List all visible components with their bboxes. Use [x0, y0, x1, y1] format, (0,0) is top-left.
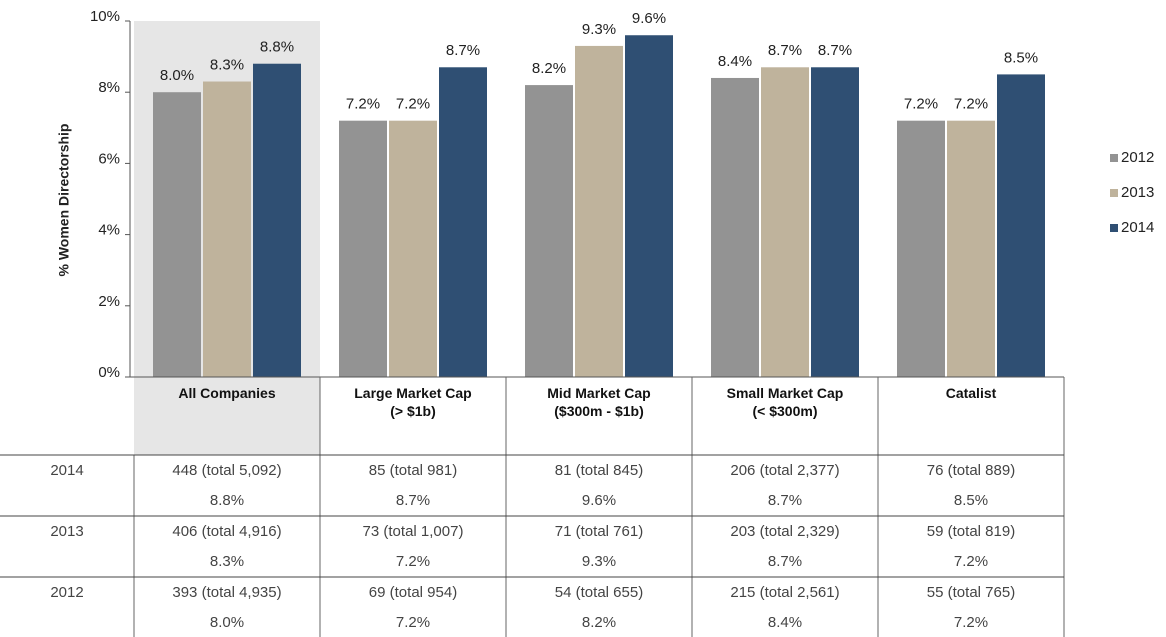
- table-cell: 8.7%: [768, 553, 802, 570]
- row-year: 2013: [50, 523, 83, 540]
- bar: [711, 77, 759, 378]
- table-cell: 7.2%: [396, 553, 430, 570]
- table-cell: 215 (total 2,561): [730, 584, 839, 601]
- y-tick-label: 4%: [98, 222, 120, 239]
- legend-label: 2013: [1121, 184, 1154, 201]
- row-year: 2014: [50, 462, 83, 479]
- bar: [811, 67, 859, 377]
- row-year: 2012: [50, 584, 83, 601]
- table-cell: 8.2%: [582, 614, 616, 631]
- table-cell: 203 (total 2,329): [730, 523, 839, 540]
- value-label: 8.4%: [718, 53, 752, 70]
- value-label: 8.5%: [1004, 49, 1038, 66]
- table-cell: 54 (total 655): [555, 584, 643, 601]
- table-cell: 71 (total 761): [555, 523, 643, 540]
- value-label: 8.2%: [532, 60, 566, 77]
- value-label: 8.7%: [446, 42, 480, 59]
- value-label: 9.3%: [582, 21, 616, 38]
- y-axis-title: % Women Directorship: [56, 124, 72, 277]
- y-tick-label: 0%: [98, 364, 120, 381]
- value-label: 8.7%: [818, 42, 852, 59]
- table-cell: 448 (total 5,092): [172, 462, 281, 479]
- value-label: 8.0%: [160, 67, 194, 84]
- table-cell: 406 (total 4,916): [172, 523, 281, 540]
- y-tick-label: 8%: [98, 79, 120, 96]
- table-cell: 8.7%: [768, 492, 802, 509]
- table-cell: 8.0%: [210, 614, 244, 631]
- x-tick-label: Mid Market Cap ($300m - $1b): [547, 385, 651, 419]
- table-cell: 8.8%: [210, 492, 244, 509]
- table-cell: 393 (total 4,935): [172, 584, 281, 601]
- bar: [153, 92, 201, 377]
- bar: [625, 35, 673, 378]
- x-tick-label: All Companies: [178, 385, 276, 401]
- value-label: 7.2%: [904, 96, 938, 113]
- x-tick-label: Catalist: [945, 385, 997, 401]
- value-label: 8.8%: [260, 39, 294, 56]
- value-label: 8.3%: [210, 56, 244, 73]
- table-cell: 8.5%: [954, 492, 988, 509]
- value-label: 7.2%: [346, 96, 380, 113]
- bar: [253, 63, 301, 377]
- table-cell: 9.3%: [582, 553, 616, 570]
- bar: [389, 120, 437, 378]
- table-cell: 206 (total 2,377): [730, 462, 839, 479]
- legend-swatch: [1110, 154, 1118, 162]
- table-cell: 81 (total 845): [555, 462, 643, 479]
- y-tick-label: 2%: [98, 293, 120, 310]
- table-cell: 8.4%: [768, 614, 802, 631]
- table-cell: 9.6%: [582, 492, 616, 509]
- bar: [997, 74, 1045, 378]
- value-label: 9.6%: [632, 10, 666, 27]
- table-cell: 76 (total 889): [927, 462, 1015, 479]
- table-cell: 8.7%: [396, 492, 430, 509]
- value-label: 7.2%: [396, 96, 430, 113]
- value-label: 8.7%: [768, 42, 802, 59]
- table-cell: 59 (total 819): [927, 523, 1015, 540]
- table-cell: 7.2%: [954, 553, 988, 570]
- legend-swatch: [1110, 189, 1118, 197]
- bar: [575, 45, 623, 378]
- legend-label: 2012: [1121, 149, 1154, 166]
- legend-swatch: [1110, 224, 1118, 232]
- table-cell: 7.2%: [954, 614, 988, 631]
- table-cell: 85 (total 981): [369, 462, 457, 479]
- table-cell: 73 (total 1,007): [363, 523, 464, 540]
- y-tick-label: 10%: [90, 8, 120, 25]
- table-cell: 69 (total 954): [369, 584, 457, 601]
- legend-label: 2014: [1121, 219, 1154, 236]
- value-label: 7.2%: [954, 96, 988, 113]
- bar: [947, 120, 995, 378]
- bar: [525, 85, 573, 377]
- bar: [897, 120, 945, 378]
- x-tick-label: Large Market Cap (> $1b): [354, 385, 472, 419]
- y-tick-label: 6%: [98, 150, 120, 167]
- bar: [339, 120, 387, 378]
- x-tick-label: Small Market Cap (< $300m): [726, 385, 844, 419]
- table-cell: 8.3%: [210, 553, 244, 570]
- table-cell: 55 (total 765): [927, 584, 1015, 601]
- table-cell: 7.2%: [396, 614, 430, 631]
- bar: [761, 67, 809, 377]
- bar: [439, 67, 487, 377]
- bar: [203, 81, 251, 378]
